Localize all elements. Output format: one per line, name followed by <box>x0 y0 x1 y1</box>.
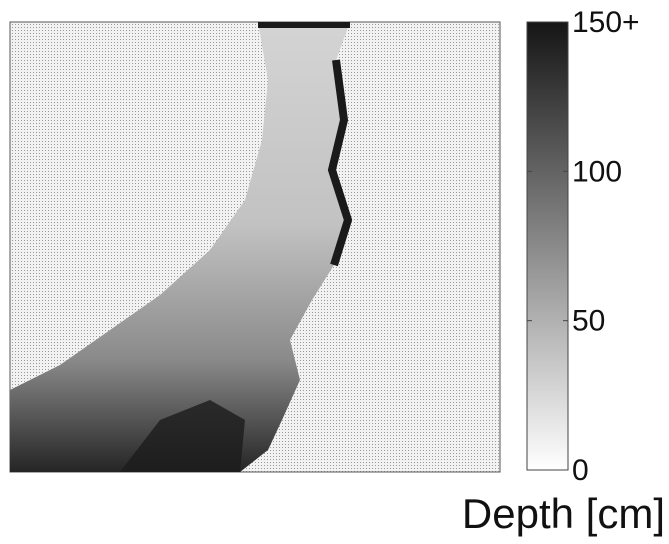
colorbar-tick-label: 100 <box>572 155 622 188</box>
river-depth <box>10 22 350 472</box>
colorbar-tick-label: 50 <box>572 305 605 338</box>
depth-map <box>9 21 501 473</box>
colorbar-tick-label: 0 <box>572 454 589 487</box>
river-bank <box>327 59 353 267</box>
colorbar-label: Depth [cm] <box>462 490 665 537</box>
colorbar-tick-label: 150+ <box>572 6 640 39</box>
river-top-edge <box>258 22 350 28</box>
deep-area <box>120 400 245 472</box>
colorbar <box>526 21 569 471</box>
